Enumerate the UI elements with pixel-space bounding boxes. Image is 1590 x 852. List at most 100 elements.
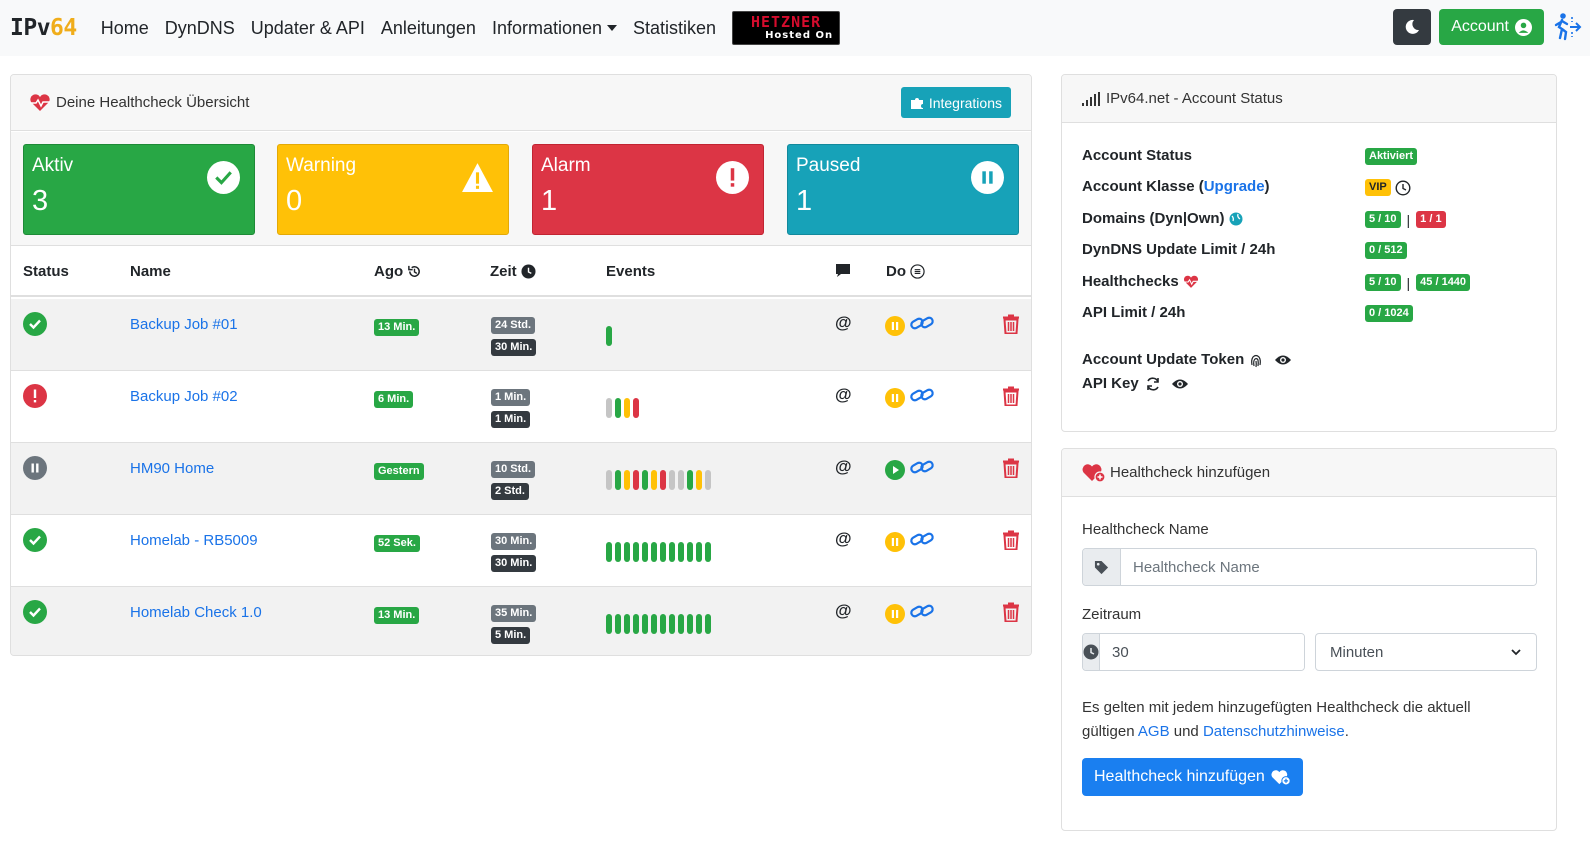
play-circle-icon[interactable]	[885, 459, 905, 480]
col-zeit: Zeit	[490, 263, 536, 280]
event-bar[interactable]	[669, 614, 675, 634]
event-bar[interactable]	[705, 542, 711, 562]
event-bar[interactable]	[669, 542, 675, 562]
event-bar[interactable]	[642, 614, 648, 634]
event-bar[interactable]	[678, 542, 684, 562]
event-bar[interactable]	[633, 470, 639, 490]
pause-circle-icon[interactable]	[885, 387, 905, 408]
healthcheck-name-input[interactable]	[1121, 549, 1536, 585]
dark-mode-button[interactable]	[1393, 9, 1432, 45]
event-bar[interactable]	[633, 542, 639, 562]
healthcheck-name-link[interactable]: Homelab Check 1.0	[130, 604, 262, 621]
event-bar[interactable]	[687, 542, 693, 562]
healthcheck-name-link[interactable]: Backup Job #02	[130, 388, 238, 405]
event-bar[interactable]	[624, 398, 630, 418]
event-bar[interactable]	[606, 542, 612, 562]
event-bar[interactable]	[660, 614, 666, 634]
zeitraum-input[interactable]	[1100, 634, 1304, 670]
event-bar[interactable]	[705, 470, 711, 490]
event-bar[interactable]	[696, 470, 702, 490]
zeit-cell: 35 Min. 5 Min.	[491, 605, 537, 649]
event-bar[interactable]	[624, 614, 630, 634]
trash-icon[interactable]	[1002, 386, 1020, 411]
event-bar[interactable]	[615, 542, 621, 562]
refresh-icon[interactable]	[1145, 376, 1161, 392]
brand-logo[interactable]: IPv64	[10, 15, 77, 41]
at-email-icon[interactable]: @	[835, 385, 852, 404]
nav-anleitungen[interactable]: Anleitungen	[380, 17, 476, 38]
event-bar[interactable]	[669, 470, 675, 490]
integrations-button[interactable]: Integrations	[900, 87, 1011, 118]
nav-dyndns[interactable]: DynDNS	[164, 17, 235, 38]
at-email-icon[interactable]: @	[835, 529, 852, 548]
healthcheck-name-link[interactable]: Homelab - RB5009	[130, 532, 258, 549]
tile-paused[interactable]: Paused 1	[787, 144, 1019, 235]
event-bar[interactable]	[606, 614, 612, 634]
nav-informationen[interactable]: Informationen	[492, 18, 618, 39]
tile-aktiv[interactable]: Aktiv 3	[23, 144, 255, 235]
link-icon[interactable]	[909, 313, 935, 338]
link-icon[interactable]	[909, 385, 935, 410]
zeitraum-unit-select[interactable]: Minuten	[1315, 633, 1537, 671]
event-bar[interactable]	[633, 614, 639, 634]
tile-warning[interactable]: Warning 0	[277, 144, 509, 235]
upgrade-link[interactable]: Upgrade	[1203, 178, 1265, 195]
event-bar[interactable]	[678, 470, 684, 490]
event-bar[interactable]	[615, 470, 621, 490]
account-button[interactable]: Account	[1439, 9, 1544, 45]
logout-icon[interactable]	[1552, 12, 1582, 42]
event-bar[interactable]	[687, 614, 693, 634]
nav-statistiken[interactable]: Statistiken	[633, 17, 717, 38]
clock-outline-icon[interactable]	[1395, 179, 1411, 196]
event-bar[interactable]	[687, 470, 693, 490]
event-bar[interactable]	[651, 614, 657, 634]
pause-circle-icon[interactable]	[885, 315, 905, 336]
hetzner-hosted-logo[interactable]: HETZNER Hosted On	[732, 11, 841, 45]
eye-icon[interactable]	[1171, 377, 1189, 391]
event-bar[interactable]	[606, 398, 612, 418]
event-bar[interactable]	[633, 398, 639, 418]
at-email-icon[interactable]: @	[835, 601, 852, 620]
at-email-icon[interactable]: @	[835, 457, 852, 476]
link-icon[interactable]	[909, 457, 935, 482]
event-bar[interactable]	[606, 470, 612, 490]
event-bar[interactable]	[660, 470, 666, 490]
event-bar[interactable]	[696, 542, 702, 562]
event-bar[interactable]	[615, 398, 621, 418]
healthcheck-name-link[interactable]: HM90 Home	[130, 460, 215, 477]
event-bar[interactable]	[606, 326, 612, 346]
privacy-link[interactable]: Datenschutzhinweise	[1202, 723, 1345, 740]
zeitraum-label: Zeitraum	[1082, 606, 1142, 623]
event-bar[interactable]	[624, 542, 630, 562]
event-bar[interactable]	[660, 542, 666, 562]
user-circle-icon	[1515, 18, 1532, 36]
event-bar[interactable]	[624, 470, 630, 490]
event-bar[interactable]	[642, 470, 648, 490]
event-bar[interactable]	[642, 542, 648, 562]
table-row: Backup Job #01 13 Min. 24 Std. 30 Min. @	[11, 299, 1031, 371]
at-email-icon[interactable]: @	[835, 313, 852, 332]
trash-icon[interactable]	[1002, 602, 1020, 627]
event-bar[interactable]	[678, 614, 684, 634]
fingerprint-icon[interactable]	[1248, 352, 1264, 368]
add-healthcheck-button[interactable]: Healthcheck hinzufügen	[1082, 758, 1303, 796]
nav-home[interactable]: Home	[100, 17, 149, 38]
event-bar[interactable]	[615, 614, 621, 634]
pause-circle-icon[interactable]	[885, 603, 905, 624]
eye-icon[interactable]	[1274, 353, 1292, 367]
events-strip	[606, 326, 612, 346]
event-bar[interactable]	[705, 614, 711, 634]
tile-alarm[interactable]: Alarm 1	[532, 144, 764, 235]
event-bar[interactable]	[651, 542, 657, 562]
event-bar[interactable]	[651, 470, 657, 490]
healthcheck-name-link[interactable]: Backup Job #01	[130, 316, 238, 333]
trash-icon[interactable]	[1002, 530, 1020, 555]
nav-updater-api[interactable]: Updater & API	[250, 17, 365, 38]
trash-icon[interactable]	[1002, 314, 1020, 339]
agb-link[interactable]: AGB	[1137, 723, 1170, 740]
event-bar[interactable]	[696, 614, 702, 634]
link-icon[interactable]	[909, 601, 935, 626]
trash-icon[interactable]	[1002, 458, 1020, 483]
link-icon[interactable]	[909, 529, 935, 554]
pause-circle-icon[interactable]	[885, 531, 905, 552]
